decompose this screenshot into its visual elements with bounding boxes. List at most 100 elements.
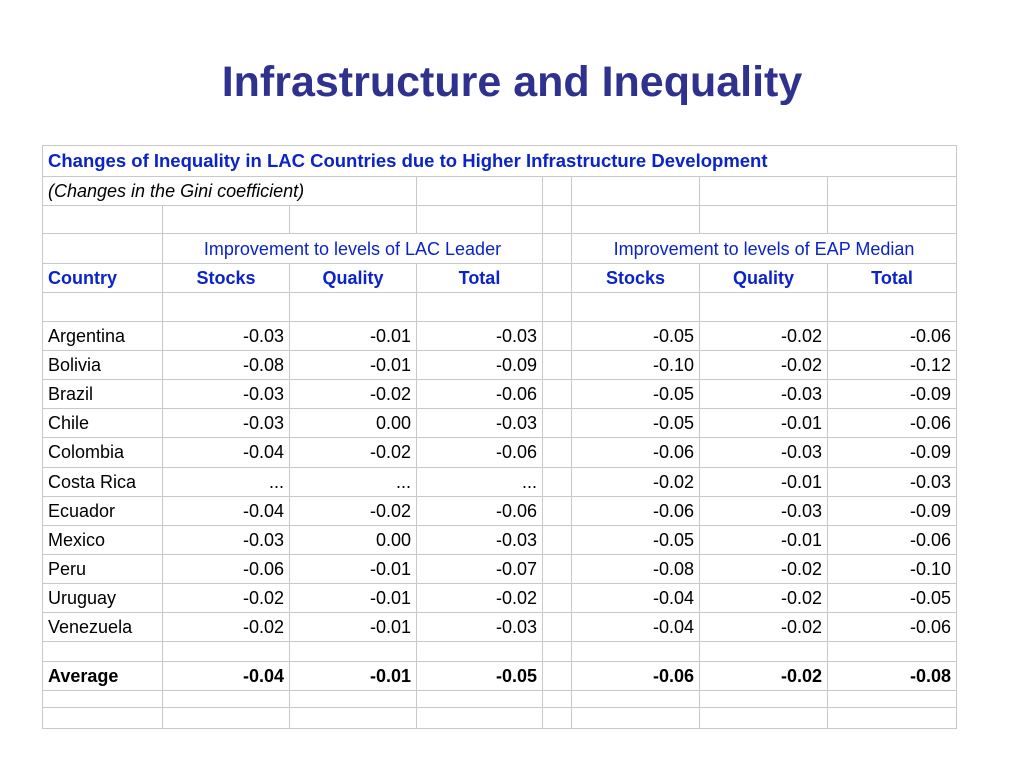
eap-stocks-value: -0.05: [571, 524, 700, 555]
empty-cell: [289, 689, 417, 708]
lac-quality-value: 0.00: [289, 408, 417, 439]
eap-stocks-value: -0.04: [571, 611, 700, 642]
eap-stocks-value: -0.10: [571, 350, 700, 381]
lac-stocks-value: -0.03: [162, 524, 290, 555]
empty-cell: [416, 205, 543, 235]
lac-stocks-value: -0.03: [162, 321, 290, 352]
eap-quality-value: -0.03: [699, 379, 828, 410]
empty-cell: [542, 582, 572, 613]
average-row: Average -0.04 -0.01 -0.05 -0.06 -0.02 -0.08: [42, 660, 958, 691]
empty-cell: [416, 640, 543, 662]
eap-total-value: -0.03: [826, 466, 958, 497]
group-header-eap: Improvement to levels of EAP Median: [570, 233, 958, 265]
average-eap-stocks: -0.06: [571, 660, 700, 691]
lac-stocks-value: ...: [162, 466, 290, 497]
empty-cell: [542, 263, 572, 294]
eap-total-value: -0.06: [826, 524, 958, 555]
lac-quality-value: -0.01: [289, 350, 417, 381]
lac-total-value: -0.03: [416, 524, 543, 555]
lac-stocks-value: -0.02: [162, 611, 290, 642]
empty-cell: [542, 292, 572, 323]
average-lac-quality: -0.01: [289, 660, 417, 691]
lac-stocks-value: -0.08: [162, 350, 290, 381]
eap-total-value: -0.10: [826, 553, 958, 584]
average-lac-total: -0.05: [416, 660, 543, 691]
spacer-row: [42, 689, 958, 708]
empty-cell: [699, 640, 828, 662]
empty-cell: [542, 176, 572, 207]
country-name: Brazil: [42, 379, 163, 410]
empty-cell: [699, 176, 828, 207]
empty-cell: [416, 292, 543, 323]
table-row: Argentina -0.03 -0.01 -0.03 -0.05 -0.02 -0.06: [42, 321, 958, 352]
empty-cell: [162, 205, 290, 235]
header-country: Country: [42, 263, 163, 294]
empty-cell: [42, 689, 163, 708]
lac-total-value: -0.02: [416, 582, 543, 613]
eap-total-value: -0.05: [826, 582, 958, 613]
eap-stocks-value: -0.06: [571, 495, 700, 526]
empty-cell: [571, 292, 700, 323]
subcaption-row: (Changes in the Gini coefficient): [42, 176, 958, 207]
empty-cell: [826, 292, 958, 323]
empty-cell: [699, 689, 828, 708]
lac-stocks-value: -0.03: [162, 408, 290, 439]
table-caption: Changes of Inequality in LAC Countries d…: [41, 144, 958, 178]
country-name: Bolivia: [42, 350, 163, 381]
lac-total-value: -0.06: [416, 379, 543, 410]
empty-cell: [542, 495, 572, 526]
table-row: Chile -0.03 0.00 -0.03 -0.05 -0.01 -0.06: [42, 408, 958, 439]
eap-stocks-value: -0.04: [571, 582, 700, 613]
empty-cell: [289, 292, 417, 323]
empty-cell: [289, 205, 417, 235]
lac-total-value: ...: [416, 466, 543, 497]
lac-quality-value: -0.02: [289, 437, 417, 468]
empty-cell: [826, 176, 958, 207]
table-row: Brazil -0.03 -0.02 -0.06 -0.05 -0.03 -0.09: [42, 379, 958, 410]
caption-row: Changes of Inequality in LAC Countries d…: [41, 144, 958, 178]
empty-cell: [542, 689, 572, 708]
table-row: Mexico -0.03 0.00 -0.03 -0.05 -0.01 -0.06: [42, 524, 958, 555]
average-label: Average: [42, 660, 163, 691]
group-header-row: Improvement to levels of LAC Leader Impro…: [42, 233, 958, 265]
empty-cell: [42, 233, 163, 265]
lac-total-value: -0.03: [416, 408, 543, 439]
empty-cell: [826, 205, 958, 235]
empty-cell: [571, 640, 700, 662]
eap-total-value: -0.06: [826, 611, 958, 642]
table-row: Venezuela -0.02 -0.01 -0.03 -0.04 -0.02 -0.06: [42, 611, 958, 642]
eap-stocks-value: -0.05: [571, 379, 700, 410]
eap-quality-value: -0.01: [699, 408, 828, 439]
table-row: Peru -0.06 -0.01 -0.07 -0.08 -0.02 -0.10: [42, 553, 958, 584]
empty-cell: [42, 292, 163, 323]
table-row: Bolivia -0.08 -0.01 -0.09 -0.10 -0.02 -0.12: [42, 350, 958, 381]
empty-cell: [162, 706, 290, 730]
empty-cell: [162, 292, 290, 323]
lac-stocks-value: -0.06: [162, 553, 290, 584]
eap-quality-value: -0.03: [699, 437, 828, 468]
lac-total-value: -0.06: [416, 437, 543, 468]
header-lac-stocks: Stocks: [162, 263, 290, 294]
average-eap-total: -0.08: [826, 660, 958, 691]
eap-quality-value: -0.02: [699, 611, 828, 642]
lac-total-value: -0.07: [416, 553, 543, 584]
eap-stocks-value: -0.06: [571, 437, 700, 468]
country-name: Colombia: [42, 437, 163, 468]
empty-cell: [542, 408, 572, 439]
eap-stocks-value: -0.02: [571, 466, 700, 497]
eap-stocks-value: -0.05: [571, 408, 700, 439]
header-eap-total: Total: [826, 263, 958, 294]
eap-quality-value: -0.02: [699, 582, 828, 613]
empty-cell: [542, 524, 572, 555]
lac-quality-value: -0.01: [289, 553, 417, 584]
lac-quality-value: -0.01: [289, 582, 417, 613]
empty-cell: [571, 689, 700, 708]
empty-cell: [826, 689, 958, 708]
spacer-row: [42, 640, 958, 662]
empty-cell: [571, 205, 700, 235]
eap-quality-value: -0.02: [699, 321, 828, 352]
lac-total-value: -0.03: [416, 611, 543, 642]
eap-quality-value: -0.01: [699, 466, 828, 497]
country-name: Chile: [42, 408, 163, 439]
lac-quality-value: -0.01: [289, 321, 417, 352]
